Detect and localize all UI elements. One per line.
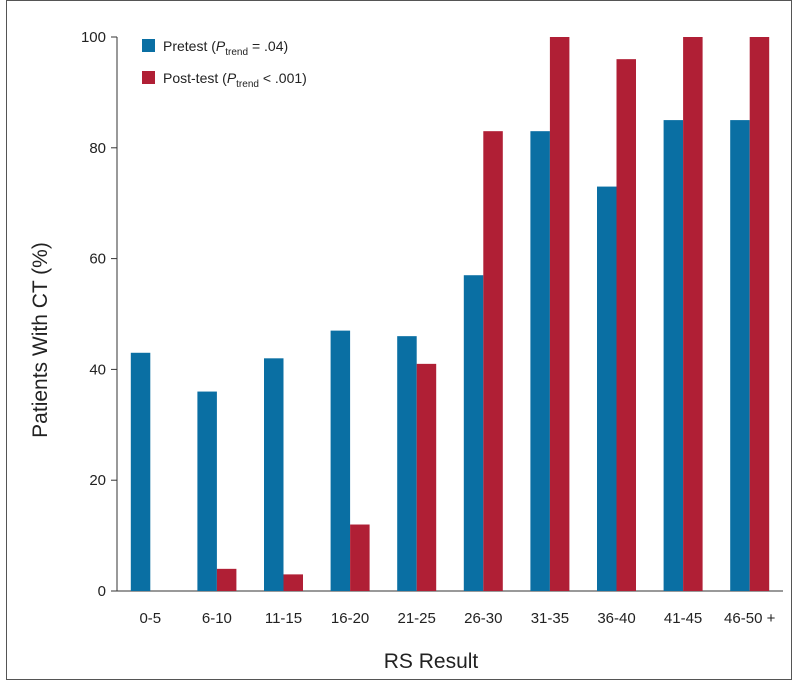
legend-p-symbol: P — [216, 38, 226, 54]
x-tick-label: 16-20 — [331, 610, 369, 627]
bar-pretest-6-10 — [197, 391, 217, 591]
x-ticks: 0-5 6-10 11-15 16-20 21-25 26-30 31-35 36-40 41-… — [139, 610, 775, 627]
bar-pretest-36-40 — [597, 186, 617, 591]
x-tick-label: 11-15 — [265, 610, 302, 627]
x-tick-label: 0-5 — [139, 610, 161, 627]
y-tick-label: 20 — [89, 472, 106, 489]
bar-pretest-41-45 — [663, 120, 684, 591]
legend-p-symbol: P — [227, 70, 237, 86]
y-axis-title: Patients With CT (%) — [29, 242, 52, 438]
bars — [130, 37, 770, 592]
bar-posttest-46-50- — [749, 37, 770, 591]
y-ticks: 0 20 40 60 80 100 — [81, 29, 117, 600]
bar-pretest-0-5 — [130, 352, 151, 591]
bar-pretest-31-35 — [530, 131, 550, 591]
x-tick-label: 46-50 + — [724, 610, 776, 627]
bar-posttest-21-25 — [416, 363, 437, 591]
bar-posttest-16-20 — [350, 524, 370, 591]
x-tick-label: 21-25 — [398, 610, 436, 627]
bar-pretest-11-15 — [264, 358, 284, 591]
x-tick-label: 26-30 — [464, 610, 502, 627]
y-tick-label: 40 — [89, 361, 106, 378]
chart-frame — [6, 0, 792, 680]
legend-series-name: Pretest — [163, 38, 207, 54]
legend-label: Pretest (Ptrend = .04) — [163, 38, 288, 58]
bar-pretest-46-50- — [730, 120, 750, 591]
legend-label: Post-test (Ptrend < .001) — [163, 70, 307, 90]
legend: Pretest (Ptrend = .04)Post-test (Ptrend … — [142, 38, 307, 90]
legend-p-value: < .001) — [259, 70, 307, 86]
bar-posttest-36-40 — [616, 59, 636, 592]
bar-posttest-31-35 — [549, 37, 570, 591]
legend-p-subscript: trend — [236, 79, 259, 90]
x-tick-label: 36-40 — [597, 610, 635, 627]
bar-posttest-41-45 — [683, 37, 703, 591]
bar-pretest-16-20 — [330, 330, 351, 591]
x-axis-title: RS Result — [384, 650, 479, 673]
y-tick-label: 80 — [89, 140, 106, 157]
legend-paren-open: ( — [218, 70, 227, 86]
legend-swatch — [142, 71, 155, 84]
legend-p-subscript: trend — [225, 47, 248, 58]
legend-swatch — [142, 39, 155, 52]
legend-paren-open: ( — [207, 38, 216, 54]
bar-posttest-11-15 — [283, 574, 303, 591]
x-tick-label: 41-45 — [664, 610, 702, 627]
bar-posttest-26-30 — [483, 131, 503, 591]
y-tick-label: 0 — [98, 583, 106, 600]
y-tick-label: 100 — [81, 29, 106, 46]
x-tick-label: 31-35 — [531, 610, 569, 627]
bar-pretest-21-25 — [397, 336, 417, 591]
bar-pretest-26-30 — [463, 275, 484, 591]
bar-posttest-6-10 — [216, 568, 237, 591]
legend-series-name: Post-test — [163, 70, 218, 86]
y-tick-label: 60 — [89, 251, 106, 268]
x-tick-label: 6-10 — [202, 610, 232, 627]
legend-p-value: = .04) — [248, 38, 288, 54]
